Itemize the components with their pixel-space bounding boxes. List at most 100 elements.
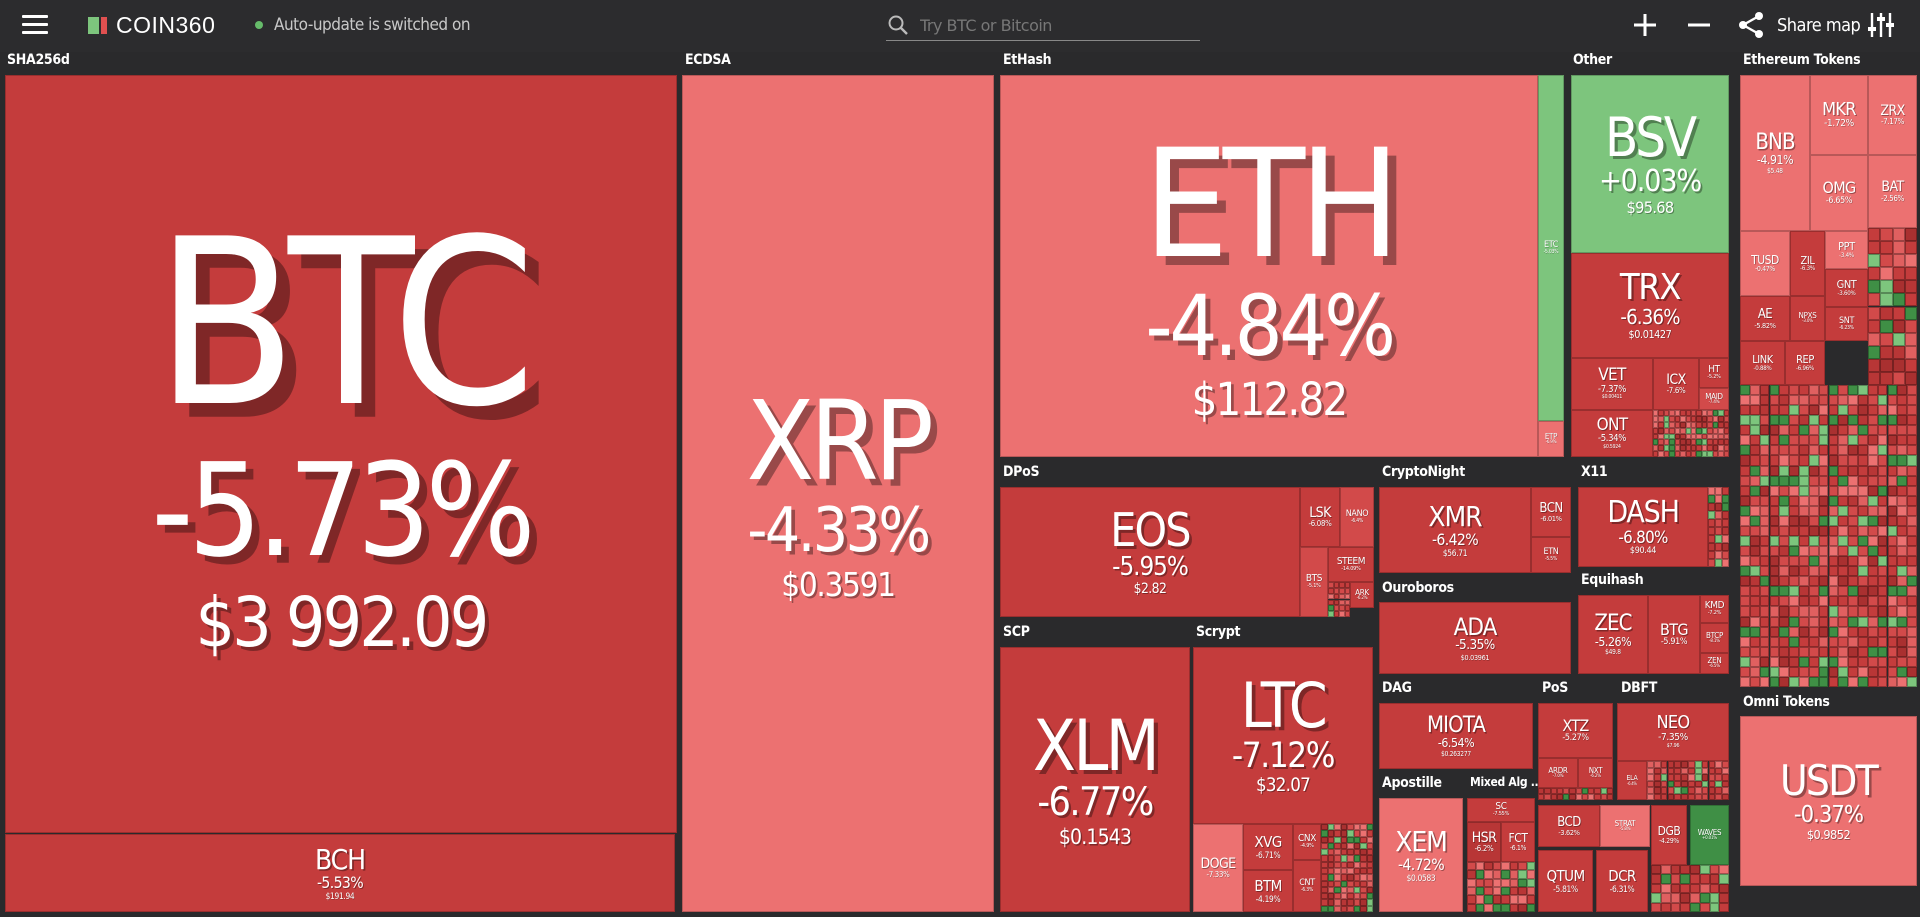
mini-coin-tile[interactable]: [1858, 536, 1868, 547]
mini-coin-tile[interactable]: [1696, 427, 1702, 434]
tile-maid[interactable]: MAID -7.4%: [1699, 388, 1729, 410]
mini-coin-tile[interactable]: [1685, 410, 1691, 416]
mini-coin-tile[interactable]: [1892, 293, 1905, 307]
mini-coin-tile[interactable]: [1366, 880, 1373, 887]
mini-coin-tile[interactable]: [1818, 385, 1829, 396]
mini-coin-tile[interactable]: [1647, 793, 1654, 800]
mini-coin-tile[interactable]: [1492, 878, 1501, 887]
mini-coin-tile[interactable]: [1868, 293, 1881, 307]
mini-coin-tile[interactable]: [1360, 861, 1367, 868]
mini-coin-tile[interactable]: [1344, 582, 1350, 588]
mini-coin-tile[interactable]: [1709, 874, 1720, 884]
mini-coin-tile[interactable]: [1848, 525, 1858, 536]
mini-coin-tile[interactable]: [1759, 566, 1770, 577]
mini-coin-tile[interactable]: [1688, 774, 1695, 781]
mini-coin-tile[interactable]: [1838, 525, 1849, 536]
mini-coin-tile[interactable]: [1877, 536, 1888, 547]
tile-ont[interactable]: ONT -5.34% $0.5924: [1571, 410, 1653, 457]
mini-coin-tile[interactable]: [1334, 842, 1341, 850]
mini-coin-tile[interactable]: [1321, 886, 1328, 894]
mini-coin-tile[interactable]: [1327, 849, 1334, 856]
mini-coin-tile[interactable]: [1848, 455, 1858, 466]
mini-coin-tile[interactable]: [1740, 636, 1750, 647]
mini-coin-tile[interactable]: [1867, 536, 1878, 547]
mini-coin-tile[interactable]: [1858, 505, 1868, 516]
tile-xlm[interactable]: XLM -6.77% $0.1543: [1000, 647, 1190, 912]
mini-coin-tile[interactable]: [1880, 345, 1893, 359]
mini-coin-tile[interactable]: [1858, 485, 1868, 496]
mini-coin-tile[interactable]: [1740, 405, 1750, 416]
mini-coin-tile[interactable]: [1688, 793, 1695, 800]
mini-coin-tile[interactable]: [1690, 865, 1700, 875]
mini-coin-tile[interactable]: [1722, 503, 1729, 511]
mini-coin-tile[interactable]: [1867, 546, 1878, 557]
mini-coin-tile[interactable]: [1838, 536, 1849, 547]
mini-coin-tile[interactable]: [1789, 515, 1799, 526]
tile-bnb[interactable]: BNB -4.91% $5.48: [1740, 75, 1810, 231]
mini-coin-tile[interactable]: [1484, 862, 1493, 871]
mini-coin-tile[interactable]: [1818, 546, 1829, 557]
mini-coin-tile[interactable]: [1467, 903, 1476, 912]
mini-coin-tile[interactable]: [1897, 425, 1908, 436]
mini-coin-tile[interactable]: [1749, 525, 1760, 536]
mini-coin-tile[interactable]: [1353, 874, 1360, 881]
mini-coin-tile[interactable]: [1660, 874, 1671, 884]
mini-coin-tile[interactable]: [1789, 606, 1799, 617]
mini-coin-tile[interactable]: [1501, 887, 1510, 896]
mini-coin-tile[interactable]: [1360, 849, 1367, 856]
mini-coin-tile[interactable]: [1333, 611, 1339, 617]
mini-coin-tile[interactable]: [1759, 485, 1770, 496]
mini-coin-tile[interactable]: [1892, 319, 1905, 333]
mini-coin-tile[interactable]: [1867, 616, 1878, 627]
mini-coin-tile[interactable]: [1680, 421, 1686, 428]
mini-coin-tile[interactable]: [1328, 599, 1334, 606]
mini-coin-tile[interactable]: [1690, 902, 1700, 912]
tile-cnx[interactable]: CNX -4.9%: [1293, 824, 1321, 860]
mini-coin-tile[interactable]: [1858, 606, 1868, 617]
mini-coin-tile[interactable]: [1799, 405, 1809, 416]
mini-coin-tile[interactable]: [1723, 433, 1729, 440]
mini-coin-tile[interactable]: [1366, 824, 1373, 831]
mini-coin-tile[interactable]: [1360, 893, 1367, 900]
mini-coin-tile[interactable]: [1907, 505, 1917, 516]
mini-coin-tile[interactable]: [1838, 576, 1849, 587]
mini-coin-tile[interactable]: [1808, 586, 1819, 597]
mini-coin-tile[interactable]: [1701, 761, 1709, 768]
mini-coin-tile[interactable]: [1867, 586, 1878, 597]
tile-bch[interactable]: BCH -5.53% $191.94: [5, 834, 675, 912]
mini-coin-tile[interactable]: [1680, 874, 1690, 884]
mini-coin-tile[interactable]: [1867, 485, 1878, 496]
mini-coin-tile[interactable]: [1663, 451, 1670, 457]
mini-coin-tile[interactable]: [1526, 870, 1535, 879]
mini-coin-tile[interactable]: [1867, 656, 1878, 667]
mini-coin-tile[interactable]: [1808, 566, 1819, 577]
mini-coin-tile[interactable]: [1484, 870, 1493, 879]
mini-coin-tile[interactable]: [1759, 666, 1770, 677]
tile-steem[interactable]: STEEM -14.09%: [1328, 547, 1374, 582]
mini-coin-tile[interactable]: [1699, 865, 1710, 875]
mini-coin-tile[interactable]: [1707, 439, 1713, 446]
mini-coin-tile[interactable]: [1848, 596, 1858, 607]
mini-coin-tile[interactable]: [1740, 465, 1750, 476]
mini-coin-tile[interactable]: [1887, 395, 1898, 406]
mini-coin-tile[interactable]: [1544, 788, 1551, 794]
mini-coin-tile[interactable]: [1759, 606, 1770, 617]
mini-coin-tile[interactable]: [1740, 676, 1750, 687]
mini-coin-tile[interactable]: [1808, 425, 1819, 436]
mini-coin-tile[interactable]: [1897, 596, 1908, 607]
mini-coin-tile[interactable]: [1808, 405, 1819, 416]
mini-coin-tile[interactable]: [1828, 505, 1839, 516]
mini-coin-tile[interactable]: [1749, 606, 1760, 617]
tile-btcp[interactable]: BTCP -8.1%: [1700, 623, 1729, 653]
mini-coin-tile[interactable]: [1701, 793, 1709, 800]
mini-coin-tile[interactable]: [1904, 332, 1917, 346]
tile-btc[interactable]: BTC -5.73% $3 992.09: [5, 75, 677, 833]
mini-coin-tile[interactable]: [1877, 395, 1888, 406]
mini-coin-tile[interactable]: [1887, 666, 1898, 677]
mini-coin-tile[interactable]: [1867, 676, 1878, 687]
tile-xrp[interactable]: XRP -4.33% $0.3591: [682, 75, 994, 912]
mini-coin-tile[interactable]: [1779, 626, 1790, 637]
mini-coin-tile[interactable]: [1789, 485, 1799, 496]
mini-coin-tile[interactable]: [1769, 576, 1780, 587]
mini-coin-tile[interactable]: [1327, 893, 1334, 900]
